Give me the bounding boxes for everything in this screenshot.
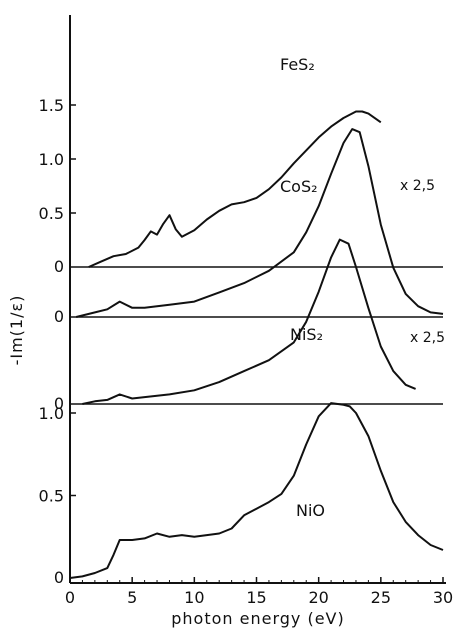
series-line-3 <box>82 238 416 405</box>
series-name-label: FeS₂ <box>280 55 315 74</box>
series-name-label: NiS₂ <box>290 325 323 344</box>
y-axis-label: -Im(1/ε) <box>7 295 26 366</box>
x-tick-label: 30 <box>433 588 453 607</box>
series-name-label: NiO <box>296 501 325 520</box>
x-tick-label: 20 <box>308 588 328 607</box>
x-tick-label: 25 <box>371 588 391 607</box>
baseline-lines <box>70 266 443 405</box>
y-tick-label: 1.5 <box>39 96 64 115</box>
x-tick-label: 10 <box>184 588 204 607</box>
x-axis-label: photon energy (eV) <box>171 609 344 628</box>
baseline-zero-label: 0 <box>54 307 64 326</box>
x-tick-label: 0 <box>65 588 75 607</box>
series-line-4 <box>69 402 444 579</box>
series-scale-label: x 2,5 <box>400 178 435 194</box>
series-line-2 <box>75 128 444 318</box>
y-tick-label: 0.5 <box>39 204 64 223</box>
series-name-label: CoS₂ <box>280 177 318 196</box>
axes: 0 5 10 15 20 25 30 <box>65 15 453 607</box>
x-tick-label: 15 <box>246 588 266 607</box>
series-line-1 <box>88 110 382 268</box>
series-scale-label: x 2,5 <box>410 330 445 346</box>
y-tick-label: 0.5 <box>39 487 64 506</box>
y-tick-label: 1.0 <box>39 404 64 423</box>
baseline-zero-label: 0 <box>54 394 64 413</box>
series-layer <box>69 110 444 579</box>
baseline-zero-label: 0 <box>54 568 64 587</box>
baseline-zero-label: 0 <box>54 257 64 276</box>
labels-layer: 0 0.5 1.0 1.5 FeS₂ 0 CoS₂ x 2,5 0 NiS₂ x 2,5 0 0.5 1.… <box>39 55 445 587</box>
y-tick-label: 1.0 <box>39 150 64 169</box>
x-tick-label: 5 <box>127 588 137 607</box>
